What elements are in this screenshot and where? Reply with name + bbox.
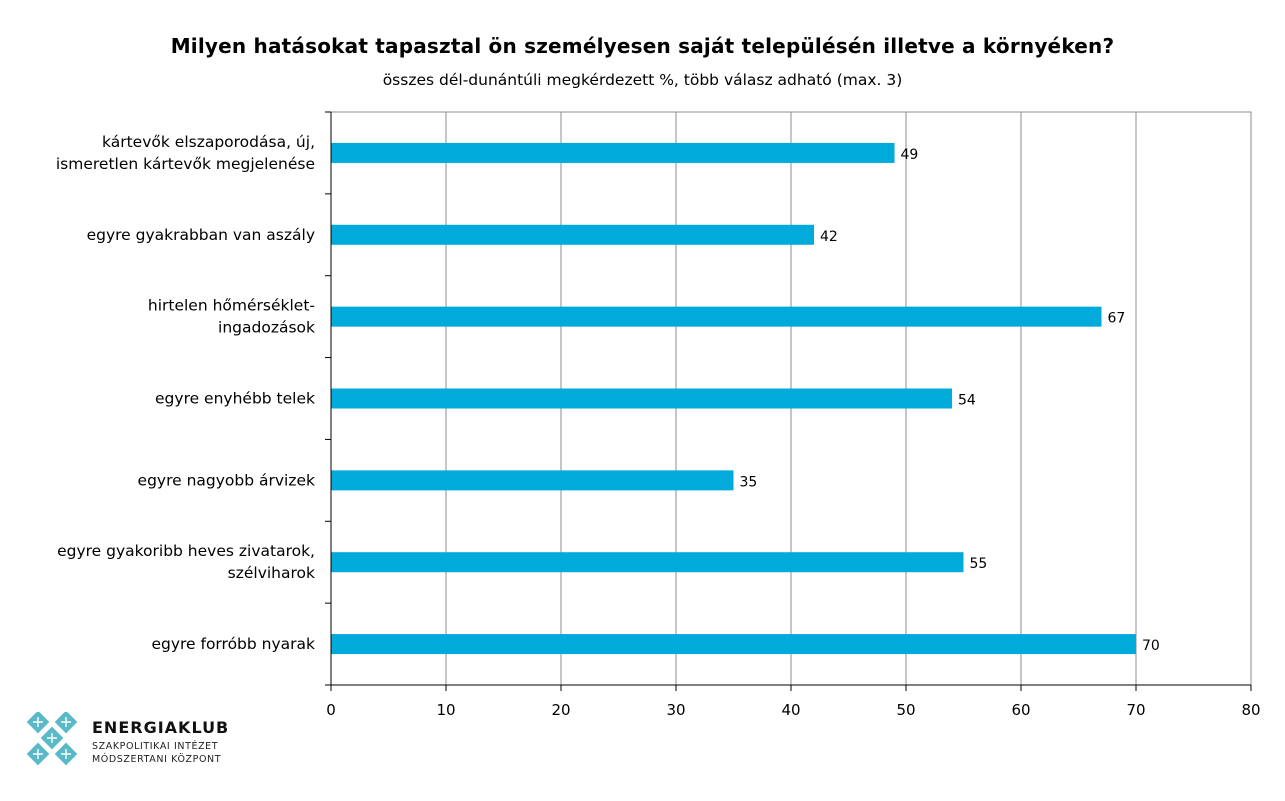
bar	[331, 552, 964, 573]
category-label: szélviharok	[228, 564, 315, 582]
x-tick-label: 60	[1011, 701, 1030, 719]
bar	[331, 306, 1102, 327]
bar	[331, 470, 734, 491]
bar	[331, 388, 952, 409]
category-label: egyre forróbb nyarak	[151, 635, 315, 653]
data-label: 67	[1108, 311, 1126, 327]
energiaklub-logo: ENERGIAKLUB SZAKPOLITIKAI INTÉZET MÓDSZE…	[20, 712, 260, 776]
x-tick-label: 30	[666, 701, 685, 719]
x-tick-label: 20	[551, 701, 570, 719]
chart-title: Milyen hatásokat tapasztal ön személyese…	[170, 34, 1115, 58]
x-tick-label: 70	[1126, 701, 1145, 719]
data-label: 42	[820, 229, 838, 245]
data-label: 70	[1142, 638, 1160, 654]
logo-subtitle-2: MÓDSZERTANI KÖZPONT	[92, 754, 222, 765]
bar	[331, 634, 1136, 655]
chart-subtitle: összes dél-dunántúli megkérdezett %, töb…	[382, 71, 903, 89]
category-label: egyre enyhébb telek	[155, 390, 315, 408]
data-label: 54	[958, 393, 976, 409]
category-label: kártevők elszaporodása, új,	[102, 133, 315, 151]
category-label: egyre gyakoribb heves zivatarok,	[57, 542, 315, 560]
category-label: ingadozások	[218, 319, 315, 337]
category-label: hirtelen hőmérséklet-	[148, 297, 315, 315]
x-tick-label: 80	[1241, 701, 1260, 719]
x-tick-label: 50	[896, 701, 915, 719]
data-label: 49	[901, 147, 919, 163]
x-tick-label: 10	[436, 701, 455, 719]
bar	[331, 224, 814, 245]
category-label: ismeretlen kártevők megjelenése	[56, 155, 315, 173]
logo-name: ENERGIAKLUB	[92, 718, 230, 737]
bar	[331, 142, 895, 163]
energiaklub-logo-icon	[26, 712, 78, 766]
x-tick-label: 40	[781, 701, 800, 719]
data-label: 55	[970, 556, 988, 572]
category-label: egyre gyakrabban van aszály	[87, 226, 315, 244]
x-tick-label: 0	[326, 701, 336, 719]
data-label: 35	[740, 474, 758, 490]
category-label: egyre nagyobb árvizek	[138, 471, 315, 489]
logo-subtitle-1: SZAKPOLITIKAI INTÉZET	[92, 741, 219, 752]
